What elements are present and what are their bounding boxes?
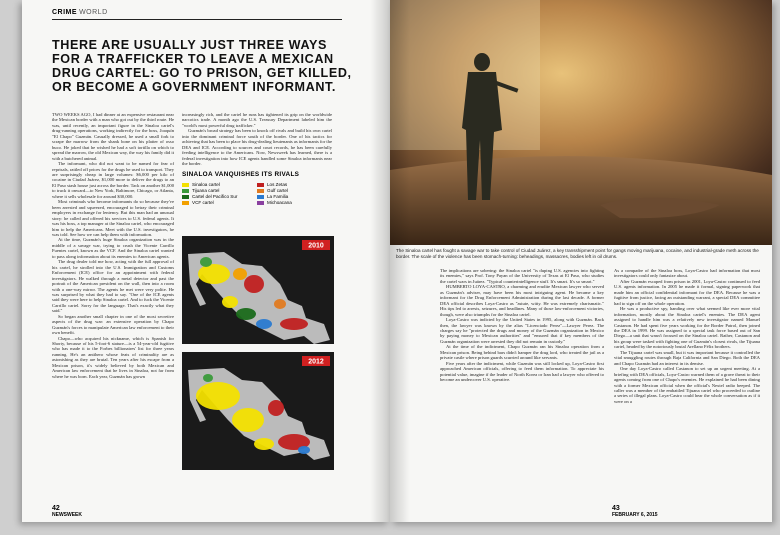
- legend-swatch: [182, 200, 189, 205]
- territory: [268, 400, 284, 416]
- folio: 42 NEWSWEEK: [52, 505, 82, 519]
- paragraph: After Guzmán escaped from prison in 2001…: [614, 278, 760, 306]
- legend-label: Los Zetas: [267, 182, 288, 187]
- magazine-name: NEWSWEEK: [52, 512, 82, 518]
- territory: [298, 446, 310, 454]
- paragraph: So began another small chapter in one of…: [52, 313, 175, 336]
- page-number: 43: [612, 505, 620, 512]
- map-panel: 2012: [182, 352, 334, 470]
- legend-swatch: [257, 194, 264, 199]
- legend-label: Sinaloa cartel: [192, 182, 220, 187]
- legend-item: Gulf cartel: [257, 188, 332, 193]
- map-title: SINALOA VANQUISHES ITS RIVALS: [182, 171, 300, 178]
- legend-label: Gulf cartel: [267, 188, 288, 193]
- map-legend: Sinaloa cartel Los Zetas Tijuana cartel Gul…: [182, 182, 332, 205]
- territory: [274, 299, 286, 309]
- photo-caption: The Sinaloa cartel has fought a savage w…: [396, 248, 759, 259]
- legend-item: Cartel del Pacifico Sur: [182, 194, 257, 199]
- right-page: The Sinaloa cartel has fought a savage w…: [390, 0, 772, 522]
- legend-item: Los Zetas: [257, 182, 332, 187]
- territory: [254, 438, 274, 450]
- paragraph: As a compadre of the Sinaloa boss, Loya-…: [614, 268, 760, 279]
- subsection: WORLD: [79, 9, 108, 16]
- legend-swatch: [182, 188, 189, 193]
- paragraph: Chapo—who acquired his nickname, which i…: [52, 335, 174, 379]
- folio: 43 FEBRUARY 6, 2015: [612, 505, 658, 519]
- map-year: 2010: [308, 243, 324, 250]
- legend-item: VCF cartel: [182, 200, 257, 205]
- territory: [203, 374, 213, 382]
- territory: [232, 408, 264, 432]
- legend-label: Cartel del Pacifico Sur: [192, 194, 238, 199]
- body-column: TWO WEEKS AGO, I had dinner at an expens…: [52, 112, 174, 512]
- paragraph: HUMBERTO LOYA-CASTRO, a charming and eru…: [440, 284, 604, 317]
- paragraph: The drug dealer told me how, acting with…: [52, 259, 174, 314]
- photo: [390, 0, 772, 245]
- paragraph: Loya-Castro was indicted by the United S…: [440, 317, 604, 344]
- legend-label: La Familia: [267, 194, 289, 199]
- territory: [236, 308, 256, 320]
- territory: [233, 268, 247, 280]
- territory: [196, 382, 240, 410]
- legend-swatch: [257, 182, 264, 187]
- paragraph: Five years after the indictment, while G…: [440, 360, 604, 383]
- map-year: 2012: [308, 359, 324, 366]
- year-box: [302, 356, 330, 366]
- legend-swatch: [257, 200, 264, 205]
- legend-swatch: [182, 194, 189, 199]
- section-label: CRIME WORLD: [52, 9, 108, 16]
- page-number: 42: [52, 505, 60, 512]
- rule: [52, 19, 342, 20]
- paragraph: increasingly rich, and the cartel he run…: [182, 112, 332, 128]
- paragraph: The Tijuana cartel was small, but it was…: [614, 349, 760, 366]
- territory: [278, 434, 310, 450]
- territory: [200, 257, 212, 267]
- territory: [222, 296, 238, 308]
- issue-date: FEBRUARY 6, 2015: [612, 512, 658, 518]
- legend-item: Sinaloa cartel: [182, 182, 257, 187]
- paragraph: Most criminals who become informants do …: [52, 199, 174, 237]
- legend-item: Tijuana cartel: [182, 188, 257, 193]
- paragraph: The implications are sobering: the Sinal…: [440, 268, 604, 284]
- headline: THERE ARE USUALLY JUST THREE WAYS FOR A …: [52, 38, 352, 94]
- legend-item: Michoacana: [257, 200, 332, 205]
- body-column: As a compadre of the Sinaloa boss, Loya-…: [614, 268, 760, 508]
- section: CRIME: [52, 9, 78, 16]
- legend-label: Michoacana: [267, 200, 292, 205]
- paragraph: Guzmán's broad strategy has been to knoc…: [182, 128, 332, 167]
- paragraph: One day Loya-Castro called Castanon to s…: [614, 366, 760, 404]
- legend-swatch: [257, 188, 264, 193]
- body-column: The implications are sobering: the Sinal…: [440, 268, 604, 508]
- legend-label: Tijuana cartel: [192, 188, 220, 193]
- body-column: increasingly rich, and the cartel he run…: [182, 112, 332, 168]
- map-panel: 2010: [182, 236, 334, 344]
- left-page: CRIME WORLD THERE ARE USUALLY JUST THREE …: [22, 0, 390, 522]
- year-box: [302, 240, 330, 250]
- paragraph: The informant, who did not want to be na…: [52, 161, 174, 199]
- legend-swatch: [182, 182, 189, 187]
- territory: [256, 319, 272, 329]
- territory: [198, 264, 230, 284]
- paragraph: At the time of the indictment, Chapo Guz…: [440, 344, 604, 361]
- legend-item: La Familia: [257, 194, 332, 199]
- paragraph: He was a productive spy, handing over wh…: [614, 306, 760, 350]
- territory: [280, 318, 308, 330]
- legend-label: VCF cartel: [192, 200, 214, 205]
- paragraph: At the time, Guzmán's huge Sinaloa organ…: [52, 237, 174, 259]
- paragraph: TWO WEEKS AGO, I had dinner at an expens…: [52, 112, 174, 161]
- territory: [244, 275, 264, 293]
